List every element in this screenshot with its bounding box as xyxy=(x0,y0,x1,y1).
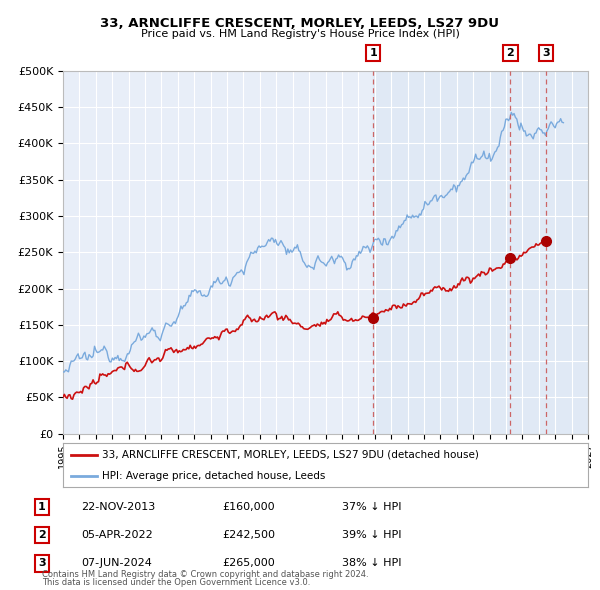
Text: This data is licensed under the Open Government Licence v3.0.: This data is licensed under the Open Gov… xyxy=(42,578,310,587)
Text: £242,500: £242,500 xyxy=(222,530,275,540)
Bar xyxy=(546,71,588,434)
Text: 05-APR-2022: 05-APR-2022 xyxy=(81,530,153,540)
Text: £160,000: £160,000 xyxy=(222,502,275,512)
Text: Price paid vs. HM Land Registry's House Price Index (HPI): Price paid vs. HM Land Registry's House … xyxy=(140,30,460,39)
Text: 1: 1 xyxy=(38,502,46,512)
Text: £265,000: £265,000 xyxy=(222,559,275,568)
Bar xyxy=(373,71,588,434)
Text: 2: 2 xyxy=(38,530,46,540)
Text: HPI: Average price, detached house, Leeds: HPI: Average price, detached house, Leed… xyxy=(103,471,326,481)
Text: Contains HM Land Registry data © Crown copyright and database right 2024.: Contains HM Land Registry data © Crown c… xyxy=(42,570,368,579)
Text: 07-JUN-2024: 07-JUN-2024 xyxy=(81,559,152,568)
Text: 39% ↓ HPI: 39% ↓ HPI xyxy=(342,530,401,540)
Text: 33, ARNCLIFFE CRESCENT, MORLEY, LEEDS, LS27 9DU: 33, ARNCLIFFE CRESCENT, MORLEY, LEEDS, L… xyxy=(101,17,499,30)
Text: 38% ↓ HPI: 38% ↓ HPI xyxy=(342,559,401,568)
Text: 3: 3 xyxy=(38,559,46,568)
Text: 1: 1 xyxy=(369,48,377,58)
Text: 3: 3 xyxy=(542,48,550,58)
Text: 22-NOV-2013: 22-NOV-2013 xyxy=(81,502,155,512)
Text: 37% ↓ HPI: 37% ↓ HPI xyxy=(342,502,401,512)
Text: 33, ARNCLIFFE CRESCENT, MORLEY, LEEDS, LS27 9DU (detached house): 33, ARNCLIFFE CRESCENT, MORLEY, LEEDS, L… xyxy=(103,450,479,460)
Text: 2: 2 xyxy=(506,48,514,58)
